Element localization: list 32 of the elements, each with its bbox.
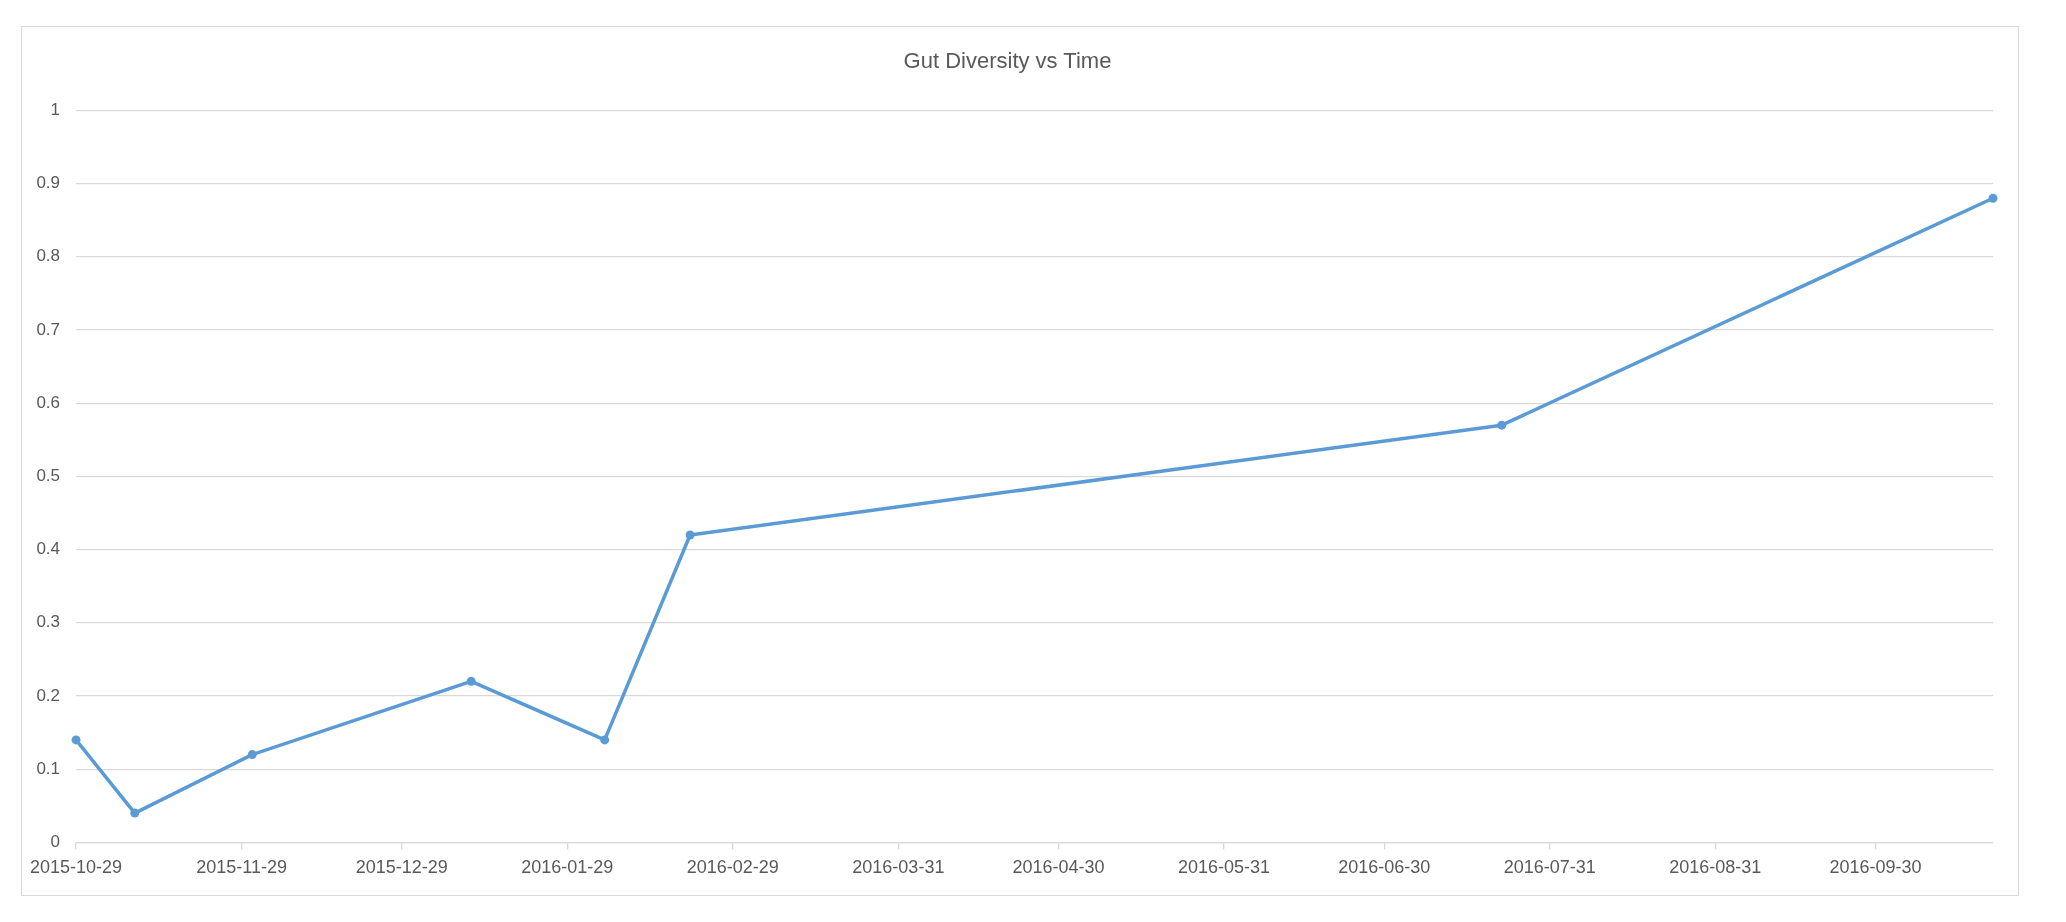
point (130, 808, 140, 818)
y-tick-label: 0.5 (36, 466, 61, 486)
x-tick-label: 2016-05-31 (1178, 857, 1271, 878)
point (1497, 420, 1507, 430)
y-tick-label: 0.4 (36, 539, 61, 559)
x-tick-label: 2016-09-30 (1829, 857, 1922, 878)
point (71, 735, 81, 745)
x-tick-label: 2016-07-31 (1503, 857, 1596, 878)
y-tick-label: 0.2 (36, 685, 61, 705)
x-tick-label: 2016-06-30 (1338, 857, 1431, 878)
y-tick-label: 0.1 (36, 758, 61, 778)
x-tick-label: 2016-01-29 (521, 857, 614, 878)
point (600, 735, 610, 745)
y-tick-label: 0.8 (36, 246, 61, 266)
point (247, 750, 257, 760)
x-tick-label: 2015-11-29 (196, 857, 287, 878)
y-tick-label: 0.3 (36, 612, 61, 632)
point (466, 676, 476, 686)
x-tick-label: 2015-10-29 (30, 857, 123, 878)
chart-title: Gut Diversity vs Time (903, 48, 1112, 74)
x-tick-label: 2016-02-29 (686, 857, 779, 878)
x-tick-label: 2016-08-31 (1669, 857, 1762, 878)
x-tick-label: 2016-03-31 (852, 857, 945, 878)
point (685, 530, 695, 540)
y-tick-label: 0 (50, 832, 61, 852)
y-tick-label: 0.6 (36, 392, 61, 412)
y-tick-label: 0.9 (36, 173, 61, 193)
point (1988, 193, 1998, 203)
x-tick-label: 2015-12-29 (355, 857, 448, 878)
y-tick-label: 0.7 (36, 319, 61, 339)
y-tick-label: 1 (50, 100, 61, 120)
x-tick-label: 2016-04-30 (1012, 857, 1105, 878)
